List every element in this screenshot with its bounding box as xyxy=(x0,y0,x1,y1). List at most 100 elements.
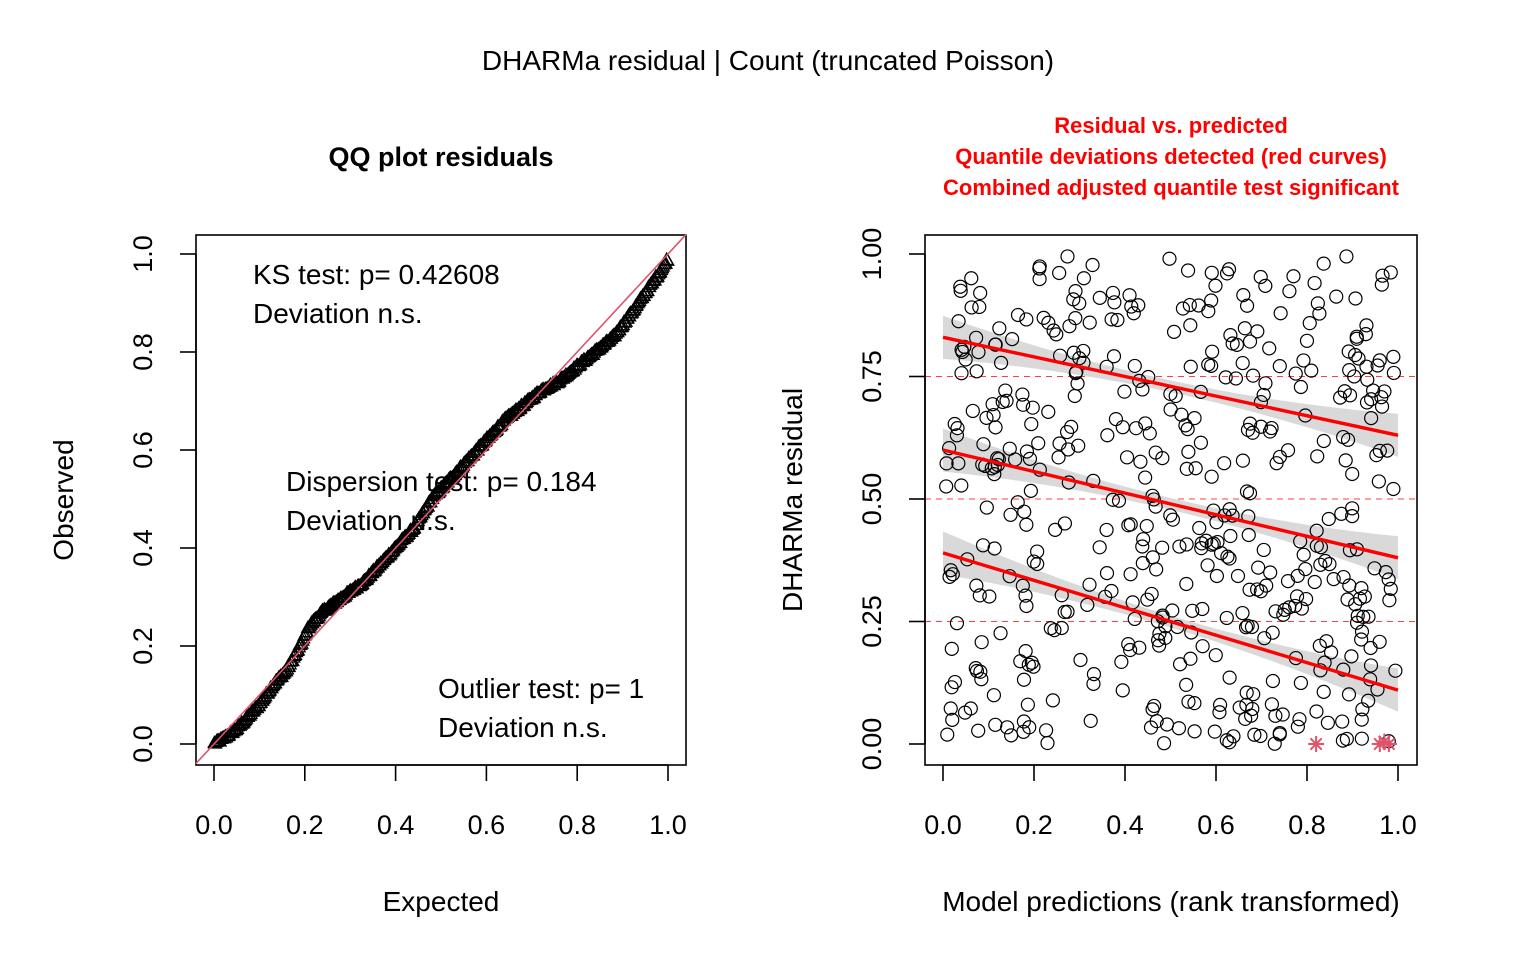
residual-point xyxy=(1191,298,1206,313)
residual-point xyxy=(990,451,1005,466)
residual-point xyxy=(1026,554,1041,569)
residual-point xyxy=(1296,547,1311,562)
residual-point xyxy=(1067,388,1082,404)
residual-point xyxy=(1359,395,1375,410)
residual-point xyxy=(976,437,991,452)
residual-title-line-2: Quantile deviations detected (red curves… xyxy=(955,144,1387,169)
residual-point xyxy=(1312,638,1327,653)
residual-point xyxy=(998,383,1013,398)
residual-point xyxy=(1179,576,1194,592)
residual-point xyxy=(1092,290,1107,305)
residual-point xyxy=(1256,387,1271,403)
residual-point xyxy=(1226,729,1241,744)
residual-point xyxy=(1383,581,1398,596)
residual-point xyxy=(1025,400,1040,415)
residual-point xyxy=(954,342,969,357)
residual-point xyxy=(1356,609,1371,624)
residual-point xyxy=(1340,432,1356,447)
residual-point xyxy=(1126,306,1141,321)
residual-point xyxy=(1361,609,1376,624)
residual-point xyxy=(1310,296,1325,311)
residual-point xyxy=(1294,601,1309,616)
residual-point xyxy=(1139,518,1154,534)
residual-point xyxy=(1347,347,1363,363)
residual-point xyxy=(1181,444,1196,459)
ks-deviation-text: Deviation n.s. xyxy=(253,298,423,329)
residual-point xyxy=(1251,560,1266,575)
residual-point xyxy=(1229,337,1245,352)
residual-point xyxy=(1232,700,1247,715)
residual-point xyxy=(1333,390,1348,405)
residual-point xyxy=(1020,697,1035,712)
residual-point xyxy=(1312,306,1327,321)
residual-point xyxy=(1272,359,1287,374)
residual-point xyxy=(985,397,1000,412)
residual-point xyxy=(1262,424,1278,439)
residual-point xyxy=(1145,702,1160,717)
residual-point xyxy=(1013,654,1028,669)
residual-point xyxy=(1293,379,1308,395)
residual-point xyxy=(1246,687,1261,702)
residual-point xyxy=(1179,537,1194,552)
residual-point xyxy=(947,416,962,432)
residual-point xyxy=(1141,369,1156,385)
residual-point xyxy=(1047,623,1062,638)
residual-point xyxy=(1111,493,1127,508)
residual-point xyxy=(1076,343,1091,359)
residual-point xyxy=(973,664,988,679)
residual-point xyxy=(939,456,954,471)
residual-point xyxy=(991,452,1006,467)
residual-point xyxy=(1054,620,1069,636)
residual-point xyxy=(1174,407,1189,422)
residual-point xyxy=(1383,265,1398,280)
residual-point xyxy=(1204,293,1219,308)
residual-point xyxy=(1204,469,1219,484)
residual-point xyxy=(1016,724,1031,739)
residual-point xyxy=(1321,511,1336,527)
residual-point xyxy=(1051,450,1066,465)
residual-point xyxy=(1155,451,1170,466)
residual-point xyxy=(1019,517,1034,532)
qq-y-label: Observed xyxy=(48,439,79,560)
residual-point xyxy=(1187,696,1202,711)
residual-point xyxy=(1363,640,1378,656)
residual-x-label: Model predictions (rank transformed) xyxy=(942,886,1400,917)
residual-point xyxy=(1193,435,1209,450)
residual-point xyxy=(1200,558,1215,573)
residual-point xyxy=(1207,724,1222,739)
residual-point xyxy=(1302,316,1317,331)
residual-y-axis: 0.00 0.25 0.50 0.75 1.00 xyxy=(857,228,926,770)
residual-point xyxy=(1165,512,1180,527)
residual-point xyxy=(1123,567,1138,582)
residual-point xyxy=(1175,301,1191,316)
residual-point xyxy=(1149,562,1164,577)
residual-point xyxy=(1282,284,1297,299)
residual-point xyxy=(1119,450,1135,465)
residual-point xyxy=(1123,642,1138,658)
residual-point xyxy=(1060,424,1075,440)
residual-point xyxy=(1145,488,1160,503)
residual-point xyxy=(1262,341,1277,356)
residual-point xyxy=(1345,466,1360,482)
residual-point xyxy=(1237,321,1252,336)
residual-point xyxy=(1092,540,1107,555)
outlier-stroke xyxy=(1382,737,1396,751)
qq-points xyxy=(207,251,675,749)
residual-point xyxy=(1124,299,1139,314)
residual-point xyxy=(1041,315,1056,330)
residual-point xyxy=(1019,444,1035,459)
residual-point xyxy=(1265,625,1280,640)
residual-point xyxy=(1339,249,1354,264)
residual-point xyxy=(1138,416,1153,431)
residual-point xyxy=(954,478,969,493)
residual-point xyxy=(1165,603,1180,618)
residual-point xyxy=(1066,345,1081,360)
residual-point xyxy=(1049,327,1064,342)
residual-point xyxy=(1052,265,1067,281)
residual-point xyxy=(1151,633,1166,648)
residual-point xyxy=(992,321,1007,336)
residual-point xyxy=(1307,574,1322,590)
residual-point xyxy=(1386,349,1401,364)
residual-point xyxy=(1242,486,1258,501)
residual-point xyxy=(1043,621,1058,636)
